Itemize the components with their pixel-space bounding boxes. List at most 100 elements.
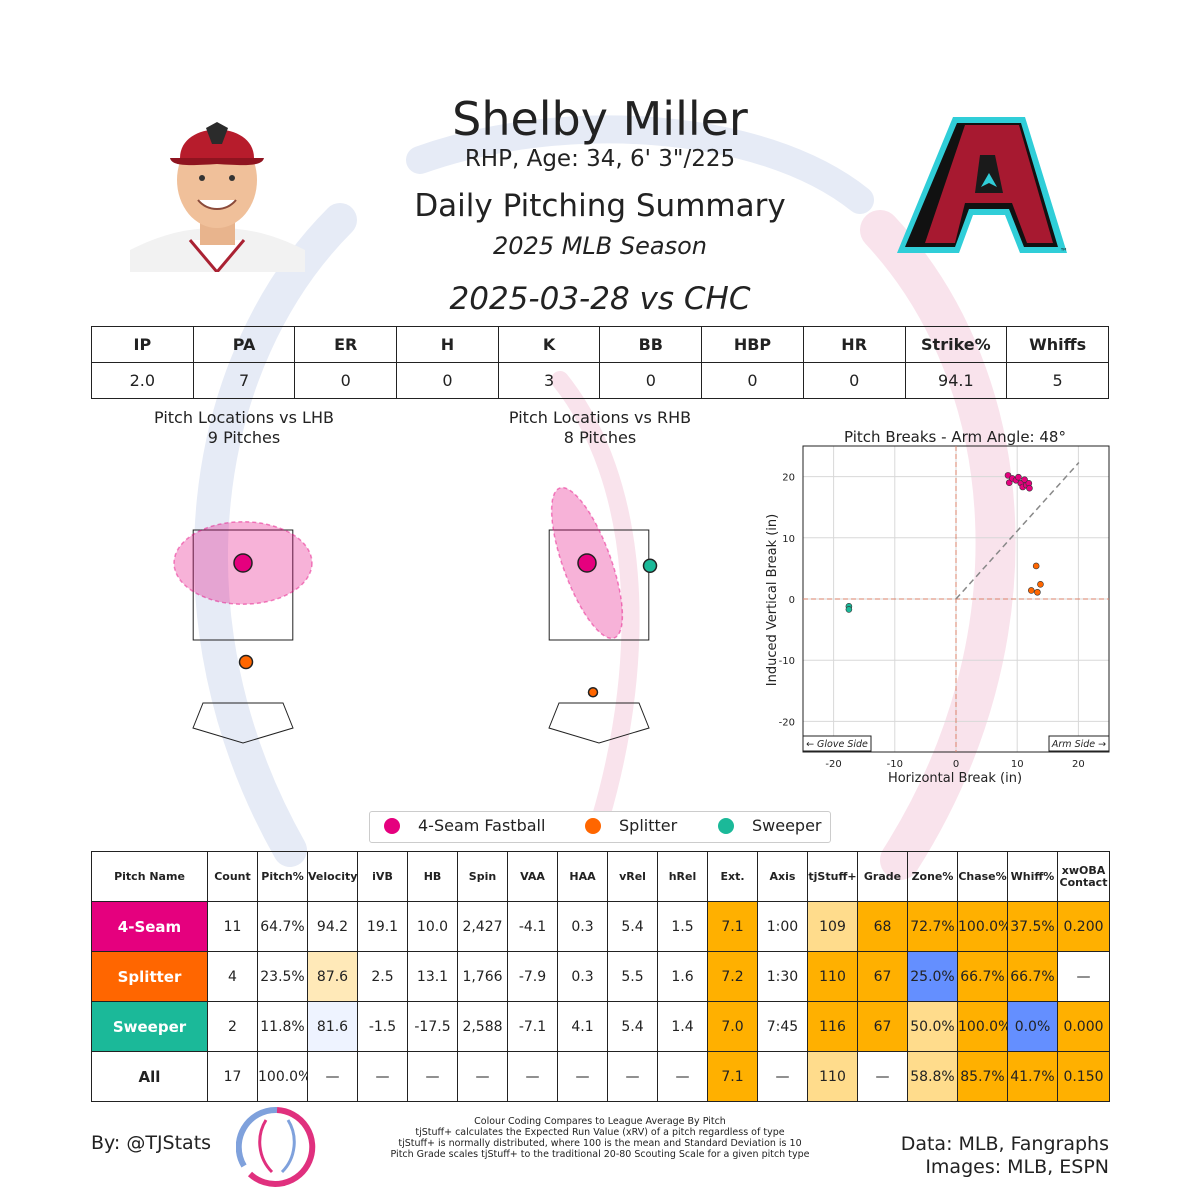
y-tick-label: 10 [782, 534, 795, 545]
box-value-cell: 3 [497, 362, 601, 399]
stats-cell: 110 [807, 951, 858, 1002]
home-plate [548, 702, 650, 744]
break-point [1026, 484, 1033, 492]
tjstats-logo: STATS [236, 1106, 316, 1188]
data-source: Data: MLB, Fangraphs [900, 1133, 1109, 1155]
strike-zone [548, 529, 650, 641]
stats-cell: 13.1 [407, 951, 458, 1002]
stats-cell: 100.0% [957, 1001, 1008, 1052]
x-tick-label: 0 [953, 759, 959, 770]
box-value-cell: 5 [1006, 362, 1109, 399]
legend-label: Splitter [619, 816, 678, 835]
stats-cell: — [657, 1051, 708, 1102]
stats-cell: 2.5 [357, 951, 408, 1002]
break-point [1032, 562, 1040, 570]
box-value-cell: 94.1 [904, 362, 1008, 399]
stats-header-cell: Count [207, 851, 258, 902]
stats-cell: 1.4 [657, 1001, 708, 1052]
pitch-point [642, 558, 658, 573]
x-tick-label: -10 [887, 759, 903, 770]
stats-header-cell: Axis [757, 851, 808, 902]
stats-cell: 5.4 [607, 901, 658, 952]
stats-row: 4-Seam 11 64.7% 94.2 19.1 10.0 2,427 -4.1 0.3 5.4… [91, 901, 1110, 952]
box-header-cell: BB [599, 326, 703, 363]
rhb-location-plot [548, 486, 658, 744]
stats-cell: 85.7% [957, 1051, 1008, 1102]
stats-cell: — [607, 1051, 658, 1102]
stats-cell: 1:00 [757, 901, 808, 952]
lhb-plot-count: 9 Pitches [207, 428, 281, 447]
stats-cell: 1:30 [757, 951, 808, 1002]
stats-header-cell: Velocity [307, 851, 358, 902]
rhb-plot-count: 8 Pitches [563, 428, 637, 447]
stats-cell: 81.6 [307, 1001, 358, 1052]
box-value-cell: 0 [802, 362, 906, 399]
break-y-axis-label: Induced Vertical Break (in) [765, 514, 780, 687]
stats-cell: 0.0% [1007, 1001, 1058, 1052]
stats-cell: 0.000 [1057, 1001, 1110, 1052]
legend-item: Splitter [585, 816, 677, 835]
stats-cell: 2,427 [457, 901, 508, 952]
arm-side-box [1048, 735, 1110, 752]
break-plot-title: Pitch Breaks - Arm Angle: 48° [844, 428, 1066, 446]
stats-cell: — [457, 1051, 508, 1102]
svg-text:STATS: STATS [268, 1181, 286, 1188]
box-value-cell: 0 [599, 362, 703, 399]
stats-cell: 23.5% [257, 951, 308, 1002]
break-point [1034, 588, 1041, 596]
stats-cell: 0.150 [1057, 1051, 1110, 1102]
report-title: Daily Pitching Summary [414, 188, 786, 224]
pitch-stats-table: Pitch Name Count Pitch% Velocity iVB HB Spin VA… [91, 851, 1110, 1102]
box-header-cell: H [396, 326, 499, 363]
stats-cell: 87.6 [307, 951, 358, 1002]
stats-header-cell: Pitch Name [91, 851, 208, 902]
stats-header-cell: Ext. [707, 851, 758, 902]
stats-header-cell: tjStuff+ [807, 851, 858, 902]
stats-cell: 66.7% [1007, 951, 1058, 1002]
season-label: 2025 MLB Season [493, 232, 707, 260]
stats-cell: — [757, 1051, 808, 1102]
legend-label: 4-Seam Fastball [418, 816, 546, 835]
x-tick-label: 20 [1072, 759, 1085, 770]
stats-cell: — [357, 1051, 408, 1102]
box-value-cell: 7 [192, 362, 296, 399]
pitch-name-cell: Splitter [91, 951, 208, 1002]
legend-item: 4-Seam Fastball [384, 816, 545, 835]
player-headshot [130, 122, 305, 272]
stats-cell: 7.1 [707, 901, 758, 952]
box-header-cell: HR [802, 326, 906, 363]
pitch-point [587, 687, 599, 698]
stats-cell: 7.2 [707, 951, 758, 1002]
box-header-cell: Whiffs [1006, 326, 1109, 363]
stats-cell: 116 [807, 1001, 858, 1052]
legend-label: Sweeper [752, 816, 822, 835]
stats-cell: 5.4 [607, 1001, 658, 1052]
stats-cell: 41.7% [1007, 1051, 1058, 1102]
box-value-cell: 0 [701, 362, 804, 399]
stats-cell: — [307, 1051, 358, 1102]
glove-side-label: ← Glove Side [806, 739, 868, 750]
pitch-point [577, 553, 597, 573]
stats-header-cell: Spin [457, 851, 508, 902]
lhb-plot-title: Pitch Locations vs LHB [154, 408, 334, 427]
stats-header-cell: Whiff% [1007, 851, 1058, 902]
break-point [1027, 587, 1035, 594]
footer-note-line: tjStuff+ is normally distributed, where … [398, 1138, 802, 1149]
stats-cell: 67 [857, 1001, 908, 1052]
lhb-location-plot [173, 521, 313, 744]
stats-cell: 1,766 [457, 951, 508, 1002]
byline: By: @TJStats [91, 1132, 212, 1154]
stats-header-row: Pitch Name Count Pitch% Velocity iVB HB Spin VA… [91, 851, 1110, 902]
stats-header-cell: iVB [357, 851, 408, 902]
break-point [1015, 473, 1022, 481]
stats-cell: 7.0 [707, 1001, 758, 1052]
stats-cell: 64.7% [257, 901, 308, 952]
stats-header-cell: Grade [857, 851, 908, 902]
svg-text:™: ™ [1060, 247, 1068, 256]
stats-cell: 2,588 [457, 1001, 508, 1052]
stats-header-cell: vRel [607, 851, 658, 902]
stats-cell: 72.7% [907, 901, 958, 952]
stats-cell: 66.7% [957, 951, 1008, 1002]
break-point [845, 606, 853, 613]
